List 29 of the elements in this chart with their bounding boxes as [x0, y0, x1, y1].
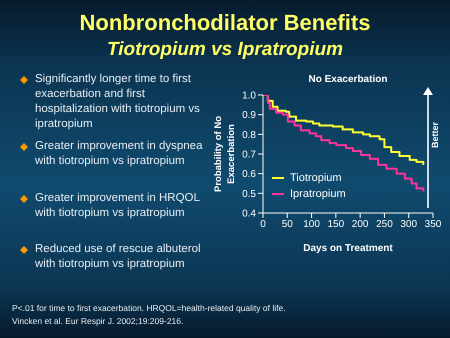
- x-tick-label: 150: [328, 219, 345, 230]
- x-axis-title: Days on Treatment: [303, 243, 394, 254]
- chart-title: Nonbronchodilator Benefits: [78, 10, 372, 36]
- y-tick-label: 0.7: [242, 150, 256, 161]
- x-tick-label: 0: [260, 219, 266, 230]
- y-tick-label: 0.5: [242, 188, 256, 200]
- legend-label: Tiotropium: [290, 171, 342, 186]
- y-axis-title: Probability of No Exacerbation: [212, 115, 238, 194]
- text: P<.01 for time to first exacerbation. HRQOL=health-related quality of life.: [12, 303, 286, 313]
- x-tick-label: 200: [352, 219, 369, 230]
- x-tick-label: 250: [376, 219, 394, 230]
- text: Reduced use of rescue albuterol with tiotropium vs ipratropium: [35, 242, 202, 272]
- y-tick-label: 0.6: [242, 169, 256, 180]
- text: No Exacerbation: [308, 74, 388, 85]
- text: Greater improvement in dyspnea with tiotropium vs ipratropium: [35, 139, 204, 169]
- y-tick-label: 0.4: [242, 208, 256, 220]
- y-tick-label: 0.9: [242, 110, 256, 122]
- y-tick-label: 1.0: [242, 90, 256, 102]
- annotation: Better: [429, 121, 441, 150]
- text: Vincken et al. Eur Respir J. 2002;19:209-216.: [12, 316, 184, 326]
- x-tick-label: 50: [282, 219, 294, 230]
- x-tick-label: 100: [303, 219, 320, 230]
- x-tick-label: 300: [400, 219, 418, 230]
- legend-label: Ipratropium: [290, 187, 346, 202]
- x-tick-label: 350: [424, 219, 442, 230]
- y-tick-label: 0.8: [242, 130, 256, 141]
- text: Significantly longer time to first exacerbation and first hospitalization with tiotropium vs ipratropium: [35, 72, 201, 132]
- text: Greater improvement in HRQOL with tiotropium vs ipratropium: [35, 191, 200, 221]
- chart-subtitle: Tiotropium vs Ipratropium: [106, 39, 344, 61]
